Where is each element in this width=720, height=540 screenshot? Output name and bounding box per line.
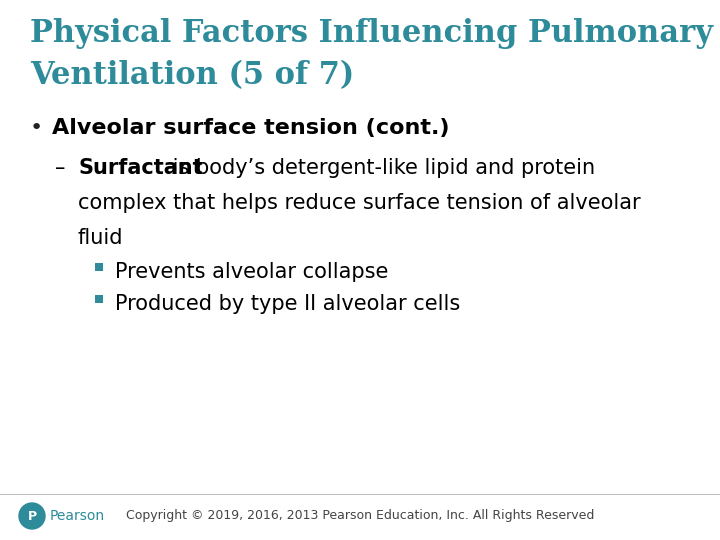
Text: Ventilation (5 of 7): Ventilation (5 of 7) (30, 60, 354, 91)
Text: Produced by type II alveolar cells: Produced by type II alveolar cells (115, 294, 460, 314)
Bar (95, 263, 103, 271)
Text: Copyright © 2019, 2016, 2013 Pearson Education, Inc. All Rights Reserved: Copyright © 2019, 2016, 2013 Pearson Edu… (126, 510, 594, 523)
Text: P: P (27, 510, 37, 523)
Circle shape (19, 503, 45, 529)
Text: Alveolar surface tension (cont.): Alveolar surface tension (cont.) (52, 118, 449, 138)
Text: is body’s detergent-like lipid and protein: is body’s detergent-like lipid and prote… (166, 158, 595, 178)
Text: Prevents alveolar collapse: Prevents alveolar collapse (115, 262, 388, 282)
Text: –: – (55, 158, 66, 178)
Text: complex that helps reduce surface tension of alveolar: complex that helps reduce surface tensio… (78, 193, 641, 213)
Text: Physical Factors Influencing Pulmonary: Physical Factors Influencing Pulmonary (30, 18, 713, 49)
Text: Pearson: Pearson (50, 509, 105, 523)
Text: Surfactant: Surfactant (78, 158, 202, 178)
Text: •: • (30, 118, 43, 138)
Bar (95, 295, 103, 303)
Text: fluid: fluid (78, 228, 124, 248)
